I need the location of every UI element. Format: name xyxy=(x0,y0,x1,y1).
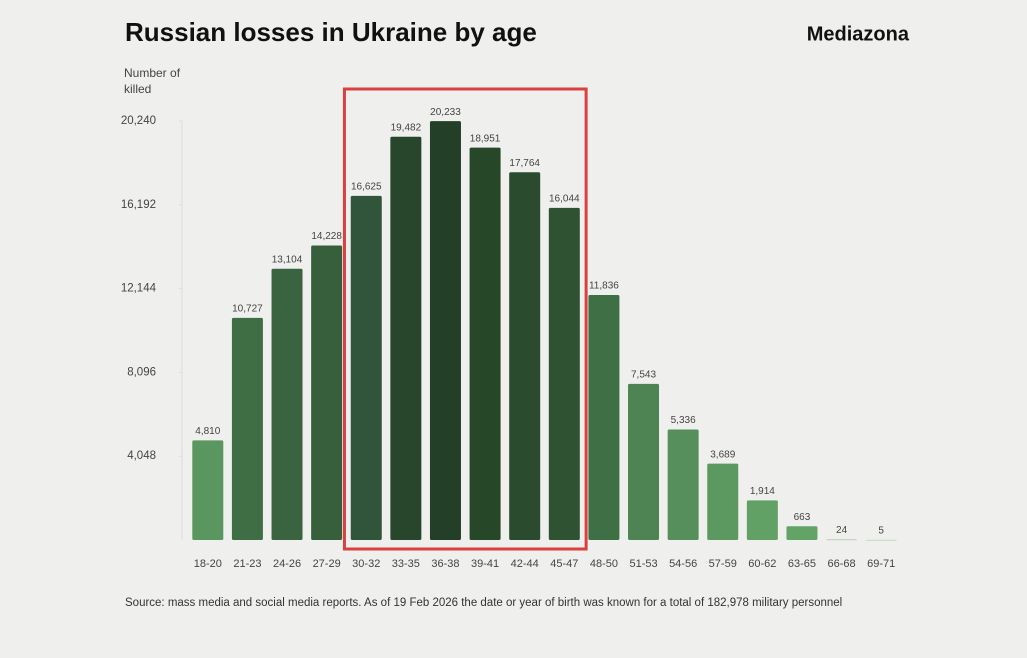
y-tick-label: 16,192 xyxy=(121,199,156,211)
x-tick-label: 66-68 xyxy=(828,558,856,570)
value-label: 7,543 xyxy=(631,369,656,380)
x-tick-label: 21-23 xyxy=(233,558,261,570)
bar xyxy=(192,440,224,540)
value-label: 19,482 xyxy=(391,122,422,133)
bar xyxy=(231,317,263,540)
bar xyxy=(311,245,343,541)
brand: Mediazona xyxy=(807,23,910,45)
y-axis-label: Number of killed xyxy=(124,66,181,96)
bar xyxy=(390,136,422,540)
value-label: 10,727 xyxy=(232,304,263,315)
bar xyxy=(865,539,897,541)
value-label: 663 xyxy=(794,512,811,523)
bar xyxy=(667,429,699,540)
x-tick-label: 57-59 xyxy=(709,558,737,570)
chart-title: Russian losses in Ukraine by age xyxy=(125,17,537,47)
bar xyxy=(628,383,660,540)
value-label: 1,914 xyxy=(750,486,775,497)
x-tick-label: 24-26 xyxy=(273,558,301,570)
value-label: 14,228 xyxy=(311,231,342,242)
value-label: 24 xyxy=(836,525,848,536)
bar xyxy=(469,147,501,541)
x-tick-label: 33-35 xyxy=(392,558,420,570)
x-tick-label: 18-20 xyxy=(194,558,222,570)
x-tick-label: 60-62 xyxy=(748,558,776,570)
y-tick-label: 4,048 xyxy=(127,450,156,462)
x-tick-label: 63-65 xyxy=(788,558,816,570)
value-label: 4,810 xyxy=(195,426,220,437)
bar xyxy=(350,195,382,540)
bar xyxy=(746,500,778,540)
bar xyxy=(707,463,739,540)
value-label: 16,044 xyxy=(549,194,580,205)
highlight-box xyxy=(342,87,588,551)
value-label: 11,836 xyxy=(589,281,619,292)
x-tick-label: 54-56 xyxy=(669,558,697,570)
y-tick-label: 12,144 xyxy=(121,283,157,295)
value-label: 16,625 xyxy=(351,181,382,192)
bar xyxy=(509,172,541,540)
bar xyxy=(786,526,818,540)
value-label: 20,233 xyxy=(430,107,461,118)
value-label: 18,951 xyxy=(470,133,501,144)
x-tick-label: 27-29 xyxy=(313,558,341,570)
source-note: Source: mass media and social media repo… xyxy=(125,597,842,609)
value-label: 5,336 xyxy=(671,415,696,426)
bar xyxy=(429,121,461,541)
x-tick-label: 36-38 xyxy=(431,558,459,570)
x-tick-label: 48-50 xyxy=(590,558,618,570)
bar xyxy=(826,539,858,541)
x-tick-label: 51-53 xyxy=(629,558,657,570)
value-label: 17,764 xyxy=(509,158,540,169)
bar xyxy=(548,207,580,540)
value-label: 3,689 xyxy=(710,449,735,460)
y-tick-label: 8,096 xyxy=(127,366,156,378)
bar xyxy=(588,294,620,540)
y-tick-label: 20,240 xyxy=(121,115,156,127)
x-tick-label: 45-47 xyxy=(550,558,578,570)
x-tick-label: 42-44 xyxy=(511,558,539,570)
x-tick-label: 39-41 xyxy=(471,558,499,570)
bar xyxy=(271,268,303,540)
x-tick-label: 30-32 xyxy=(352,558,380,570)
value-label: 5 xyxy=(878,526,884,537)
x-tick-label: 69-71 xyxy=(867,558,895,570)
value-label: 13,104 xyxy=(272,254,303,265)
